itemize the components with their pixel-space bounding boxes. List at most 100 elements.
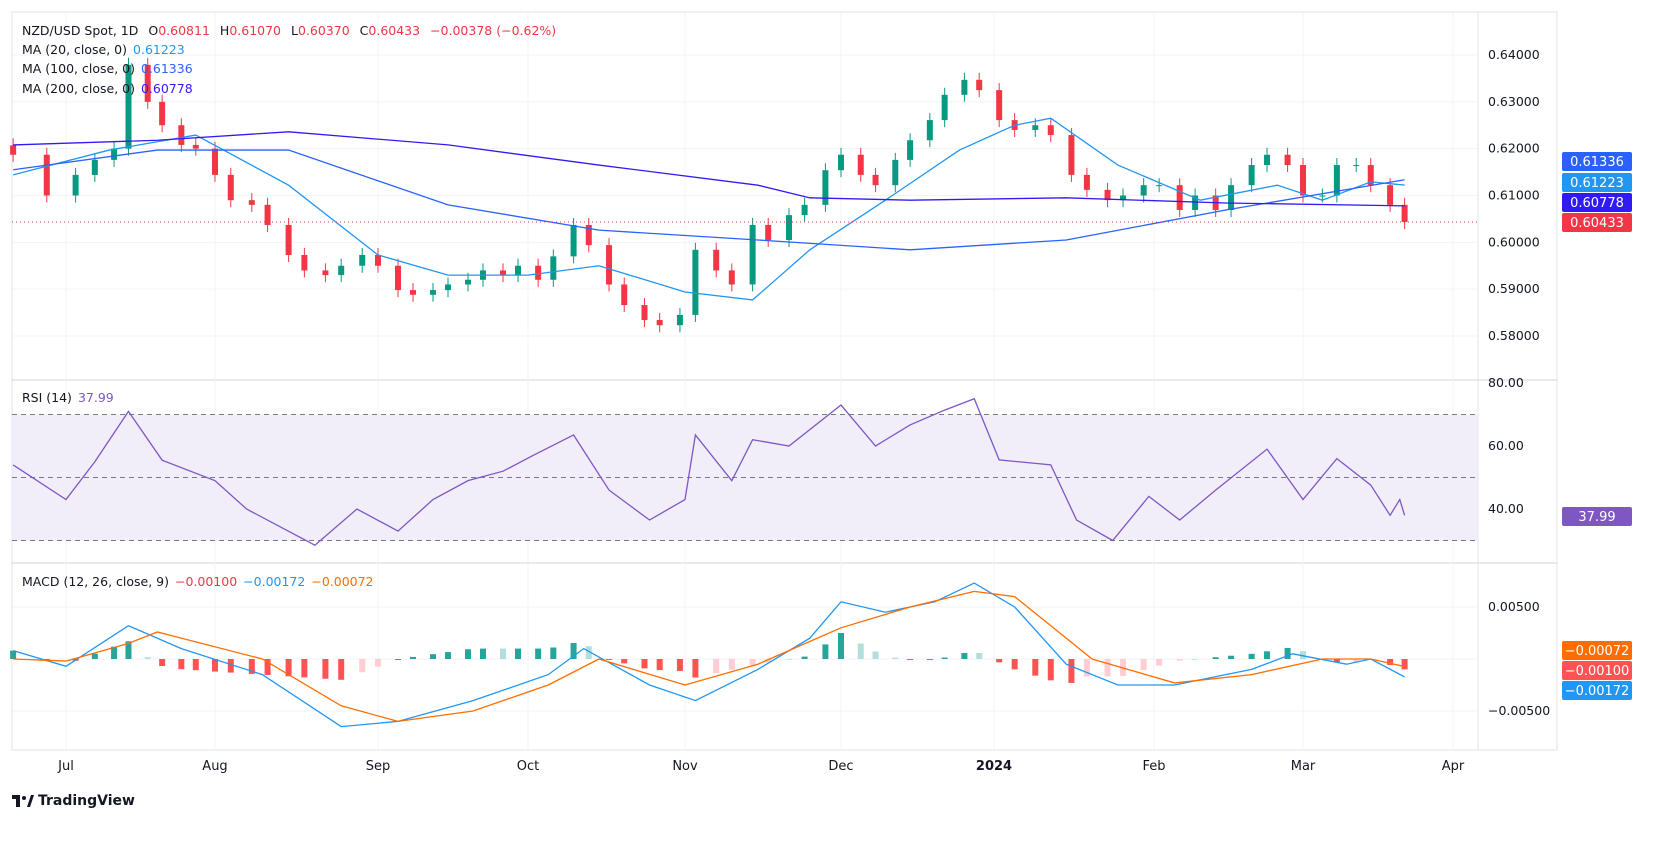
candle-body (1319, 195, 1326, 197)
candle (264, 197, 271, 233)
macd-histogram-bar (713, 659, 720, 674)
symbol-legend: NZD/USD Spot, 1D O0.60811 H0.61070 L0.60… (22, 23, 562, 39)
candle-body (1353, 165, 1360, 167)
candle (227, 167, 234, 208)
high-value: 0.61070 (229, 23, 282, 38)
candle (500, 263, 506, 283)
tradingview-logo[interactable]: TradingView (12, 793, 135, 809)
price-tick-label: 0.58000 (1488, 328, 1540, 343)
candle (1192, 188, 1199, 218)
macd-histogram-bar (1228, 655, 1235, 659)
last-price-label-bg (1562, 213, 1632, 232)
candle (585, 217, 592, 253)
candle (1264, 147, 1271, 173)
macd-label: MACD (12, 26, close, 9) (22, 574, 169, 589)
macd-histogram-bar (125, 641, 132, 659)
candle-body (621, 284, 628, 306)
candle (926, 113, 933, 148)
open-label: O (148, 23, 159, 38)
macd-histogram-bar (465, 649, 471, 659)
candle (111, 141, 118, 167)
candle-body (1264, 154, 1271, 166)
macd-line (12, 582, 1405, 728)
candle-body (1156, 185, 1163, 187)
close-value: 0.60433 (368, 23, 421, 38)
x-tick-label: Dec (828, 759, 853, 774)
macd-histogram-bar (144, 657, 151, 659)
candle (178, 118, 185, 152)
candle-body (515, 265, 521, 276)
ma100-label: MA (100, close, 0) (22, 61, 135, 76)
candle-body (178, 125, 185, 145)
x-tick-label: Nov (672, 759, 698, 774)
macd-histogram-bar (857, 643, 864, 659)
macd-histogram-bar (892, 657, 899, 659)
macd-histogram-bar (749, 659, 756, 666)
candle (1367, 158, 1374, 193)
candle (1176, 178, 1183, 218)
candle-body (227, 174, 234, 201)
macd-histogram-bar (676, 659, 683, 671)
candle (713, 242, 720, 278)
candle-body (395, 265, 401, 291)
macd-histogram-bar (264, 659, 271, 675)
x-tick-label: Oct (517, 759, 539, 774)
macd-histogram-bar (570, 643, 577, 659)
macd-histogram-bar (1083, 659, 1090, 677)
macd-histogram-bar (1300, 651, 1306, 659)
candle-body (1387, 185, 1394, 205)
macd-histogram-bar (43, 659, 50, 660)
macd-histogram-bar (10, 650, 17, 659)
candle (91, 152, 98, 182)
macd-histogram-bar (285, 659, 292, 677)
ma100-value: 0.61336 (140, 61, 193, 76)
macd-value-label: −0.00172 (1565, 684, 1630, 699)
macd-histogram-bar (976, 653, 983, 659)
macd-histogram-bar (159, 659, 166, 667)
candle (621, 277, 628, 313)
candle (786, 208, 792, 248)
candle-body (728, 270, 735, 285)
candle-body (1333, 165, 1340, 196)
candle-body (892, 159, 899, 186)
rsi-tick-label: 60.00 (1488, 438, 1524, 453)
macd-histogram-bar (872, 651, 879, 659)
macd-histogram-bar (786, 659, 792, 660)
macd-histogram-bar (430, 654, 436, 659)
macd-value-label-bg (1562, 681, 1632, 700)
rsi-value-label-bg (1562, 507, 1632, 526)
candle (907, 133, 914, 167)
x-tick-label: Jul (57, 759, 74, 774)
candle-body (264, 204, 271, 225)
rsi-value: 37.99 (77, 390, 114, 405)
low-value: 0.60370 (297, 23, 350, 38)
candle (676, 307, 683, 333)
macd-histogram-bar (1176, 659, 1183, 661)
candle-body (1047, 125, 1054, 136)
macd-histogram-bar (585, 646, 592, 659)
candle (248, 193, 255, 212)
candle-body (359, 254, 366, 266)
candle (1083, 167, 1090, 197)
macd-histogram-bar (1387, 659, 1394, 665)
candle-body (248, 200, 255, 205)
x-tick-label: Aug (202, 759, 227, 774)
chart-frame (11, 11, 1558, 751)
ohlc-high: H0.61070 (220, 23, 281, 38)
macd-histogram-bar (192, 659, 199, 671)
candle-body (1284, 154, 1291, 166)
candle-body (749, 224, 756, 285)
candle (395, 258, 401, 298)
price-tick-label: 0.63000 (1488, 94, 1540, 109)
ohlc-close: C0.60433 (360, 23, 420, 38)
candle-body (976, 79, 983, 91)
low-label: L (291, 23, 298, 38)
macd-histogram-bar (1333, 659, 1340, 663)
candle-body (1140, 185, 1147, 196)
ma100-price-label: 0.61336 (1570, 155, 1624, 170)
candle (976, 72, 983, 98)
macd-histogram-bar (606, 659, 613, 660)
candle (430, 283, 436, 302)
candle-body (410, 290, 416, 295)
